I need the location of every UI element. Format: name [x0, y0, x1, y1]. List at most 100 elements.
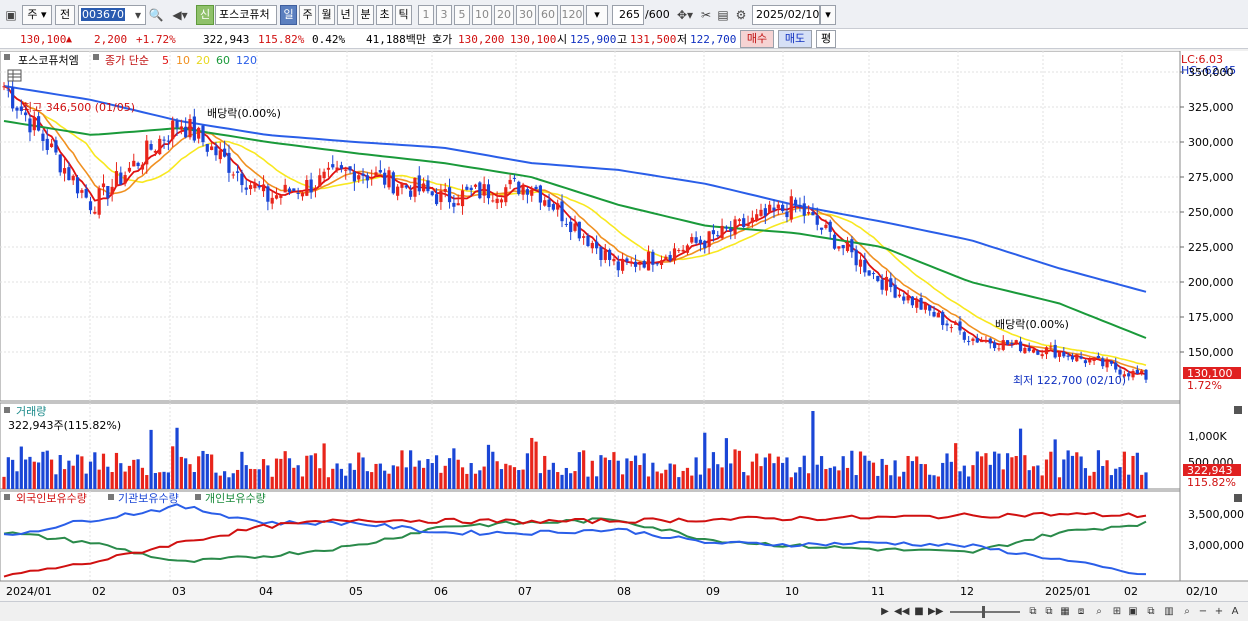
indicator-icon[interactable]: ⊞	[1112, 606, 1122, 617]
period-year[interactable]: 년	[337, 5, 354, 25]
candle-body	[1027, 347, 1031, 351]
interval-120[interactable]: 120	[560, 5, 584, 25]
sell-button[interactable]: 매도	[778, 30, 812, 48]
period-minute[interactable]: 분	[357, 5, 374, 25]
volume-bar	[759, 466, 763, 489]
stop-icon[interactable]: ■	[914, 606, 924, 617]
window-layout-icon[interactable]: ▣	[5, 8, 17, 22]
volume-bar	[1101, 466, 1105, 489]
gear-icon[interactable]: ⚙	[735, 8, 747, 22]
search-icon[interactable]: 🔍	[148, 8, 164, 22]
interval-5[interactable]: 5	[454, 5, 470, 25]
volume-bar	[201, 450, 205, 489]
interval-1[interactable]: 1	[418, 5, 434, 25]
volume-bar	[335, 463, 339, 489]
volume-bar	[357, 452, 361, 489]
interval-3[interactable]: 3	[436, 5, 452, 25]
interval-60[interactable]: 60	[538, 5, 558, 25]
holding-institution-line	[3, 503, 1147, 576]
rewind-icon[interactable]: ◀◀	[894, 606, 910, 617]
candle-body	[906, 295, 910, 301]
volume-bar	[434, 455, 439, 489]
period-month[interactable]: 월	[318, 5, 335, 25]
candle-body	[370, 177, 374, 179]
count-input[interactable]: 265	[612, 5, 644, 25]
crosshair-icon[interactable]: ✥▾	[676, 8, 694, 22]
candle-body	[850, 239, 854, 253]
candle-body	[543, 200, 547, 206]
forward-icon[interactable]: ▶▶	[928, 606, 944, 617]
table-icon[interactable]	[7, 69, 22, 82]
stock-chart[interactable]: 포스코퓨처엠 종가 단순 5 10 20 60 120 LC:6.03 HC:-…	[0, 50, 1248, 601]
play-icon[interactable]: ▶	[881, 606, 889, 617]
zoom-search-icon[interactable]: ⌕	[1184, 606, 1190, 617]
candle-body	[166, 140, 170, 142]
candle-body	[41, 133, 45, 142]
copy-icon[interactable]: ⧉	[1029, 606, 1037, 617]
save-icon[interactable]: ▤	[717, 8, 729, 22]
link-icon[interactable]: ⧉	[1147, 606, 1155, 617]
candle-body	[49, 143, 54, 147]
volume-bar	[313, 453, 318, 489]
buy-button[interactable]: 매수	[740, 30, 774, 48]
interval-20[interactable]: 20	[494, 5, 514, 25]
zoom-out-icon[interactable]: −	[1198, 606, 1208, 617]
period-day[interactable]: 일	[280, 5, 297, 25]
zoom-in-icon[interactable]: +	[1214, 606, 1224, 617]
font-size-icon[interactable]: A	[1231, 606, 1239, 617]
layout-icon[interactable]: ▦	[1060, 606, 1070, 617]
prev-button[interactable]: 전	[55, 5, 75, 25]
candle-body	[1036, 350, 1040, 355]
volume-bar	[218, 475, 222, 489]
period-select[interactable]: 주 ▾	[22, 5, 52, 25]
period-second[interactable]: 초	[376, 5, 393, 25]
image-icon[interactable]: ▣	[1128, 606, 1138, 617]
volume-bar	[755, 453, 759, 489]
candle-body	[400, 182, 404, 188]
candle-body	[988, 338, 992, 344]
candle-body	[344, 169, 348, 171]
period-tick[interactable]: 틱	[395, 5, 412, 25]
draw-icon[interactable]: ⌕	[1096, 606, 1102, 617]
stock-code-input[interactable]: 003670	[78, 5, 146, 25]
interval-dropdown[interactable]: ▾	[586, 5, 608, 25]
candle-body	[569, 221, 573, 233]
zoom-slider-handle[interactable]	[982, 606, 985, 618]
zoom-slider[interactable]	[950, 611, 1020, 613]
volume-bar	[564, 467, 568, 489]
candle-body	[1005, 340, 1010, 345]
volume-bar	[452, 448, 456, 489]
chart-type-icon[interactable]: ⧉	[1045, 606, 1053, 617]
up-arrow-icon: ▲	[66, 34, 73, 45]
eval-button[interactable]: 평	[816, 30, 836, 48]
volume-panel-close-icon[interactable]	[1234, 406, 1242, 414]
chevron-down-icon[interactable]: ▾	[134, 8, 142, 22]
interval-30[interactable]: 30	[516, 5, 536, 25]
scissors-icon[interactable]: ✂	[700, 8, 712, 22]
candle-body	[2, 86, 6, 88]
holding-panel-close-icon[interactable]	[1234, 494, 1242, 502]
volume-bar	[517, 470, 521, 489]
candle-body	[932, 311, 936, 317]
interval-10[interactable]: 10	[472, 5, 492, 25]
volume-bar	[863, 455, 867, 489]
print-icon[interactable]: ▥	[1164, 606, 1174, 617]
period-week[interactable]: 주	[299, 5, 316, 25]
candle-body	[1044, 347, 1049, 355]
candle-body	[465, 186, 469, 190]
candle-body	[391, 172, 395, 194]
split-icon[interactable]: ⧈	[1077, 606, 1085, 617]
volume-bar	[521, 469, 525, 489]
volume-bar	[776, 456, 780, 489]
volume-bar	[672, 464, 677, 489]
candle-body	[698, 239, 703, 244]
candle-body	[612, 258, 616, 262]
candle-body	[1122, 374, 1126, 377]
date-picker-button[interactable]: ▾	[820, 5, 836, 25]
date-input[interactable]: 2025/02/10	[752, 5, 820, 25]
stock-code-value: 003670	[81, 8, 125, 21]
candle-body	[620, 259, 625, 271]
speaker-icon[interactable]: ◀▾	[172, 8, 188, 22]
volume-bar	[819, 456, 824, 489]
volume-bar	[1114, 468, 1118, 489]
